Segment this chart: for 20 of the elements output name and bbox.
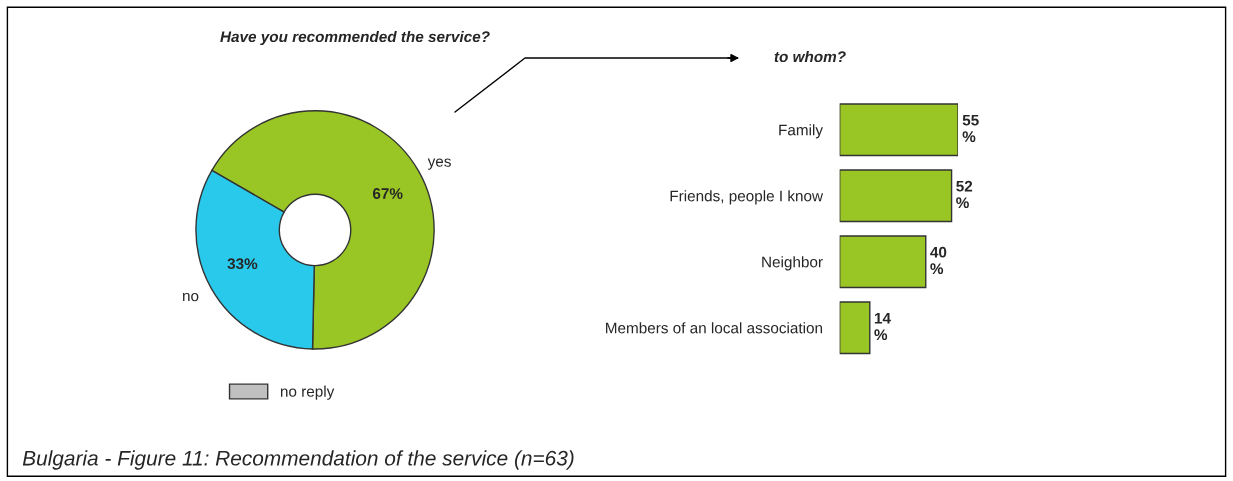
data-label: 67% (372, 188, 403, 199)
data-label: 55 % (962, 114, 979, 142)
chart-title: to whom? (774, 50, 846, 63)
chart-title: Have you recommended the service? (220, 30, 490, 46)
data-label: 14 % (874, 312, 891, 341)
slice-label: yes (427, 158, 451, 170)
legend-label: no reply (280, 385, 335, 400)
data-label: 40 % (930, 246, 947, 275)
bar (839, 103, 959, 157)
y-tick-label: Neighbor (762, 256, 823, 271)
data-label: 52 % (956, 180, 973, 209)
bar (839, 169, 953, 223)
y-tick-label: Members of an local association (606, 322, 823, 334)
bar (839, 301, 871, 355)
y-tick-label: Friends, people I know (670, 190, 824, 205)
text: Bulgaria - Figure 11: Recommendation of the service (n=63) (22, 450, 574, 470)
slice-label: no (183, 292, 199, 302)
y-tick-label: Family (779, 124, 823, 139)
data-label: 33% (227, 258, 258, 270)
bar (839, 235, 927, 289)
